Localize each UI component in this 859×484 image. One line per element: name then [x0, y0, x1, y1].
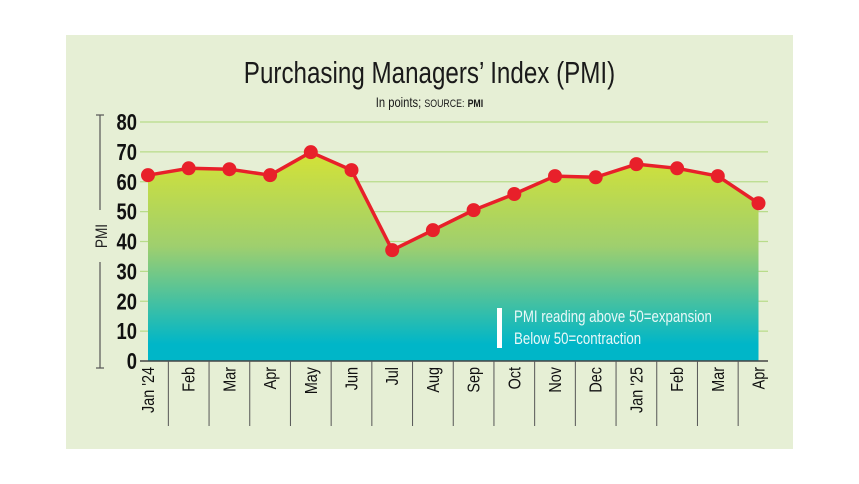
- pmi-area: [148, 152, 759, 361]
- x-tick-label: May: [301, 366, 321, 394]
- x-tick-label: Jun: [342, 367, 362, 390]
- x-tick-label: Oct: [505, 367, 525, 390]
- data-point: [670, 161, 685, 176]
- x-tick-label: Dec: [586, 367, 606, 393]
- chart-title: Purchasing Managers’ Index (PMI): [243, 55, 616, 90]
- x-tick-label: Mar: [220, 366, 240, 391]
- annotation-line-2: Below 50=contraction: [514, 329, 642, 348]
- data-point: [141, 168, 155, 183]
- data-point: [222, 162, 237, 177]
- pmi-line: [147, 150, 760, 252]
- data-point: [710, 169, 725, 184]
- chart-subtitle: In points; SOURCE: PMI: [86, 94, 773, 110]
- x-tick-label: Sep: [464, 367, 484, 393]
- data-point: [548, 169, 562, 184]
- y-tick-label: 20: [117, 289, 137, 314]
- x-tick-label: Feb: [179, 367, 199, 392]
- data-point: [263, 168, 278, 183]
- x-tick-label: Jan '24: [139, 367, 159, 413]
- x-tick-label: Jan '25: [627, 367, 647, 413]
- data-point: [303, 145, 318, 160]
- y-tick-label: 0: [127, 349, 137, 374]
- data-point: [181, 161, 196, 176]
- source-name: PMI: [467, 98, 484, 110]
- y-tick-label: 10: [117, 319, 137, 344]
- y-tick-label: 80: [117, 110, 137, 135]
- data-point: [507, 186, 522, 201]
- data-point: [751, 196, 766, 211]
- data-point: [629, 157, 644, 172]
- x-tick-label: Aug: [423, 367, 443, 393]
- source-label: SOURCE:: [424, 98, 465, 110]
- data-point: [385, 243, 400, 258]
- annotation-bar: [497, 308, 502, 348]
- subtitle-text: In points;: [375, 94, 422, 110]
- x-tick-label: Apr: [261, 366, 281, 389]
- y-tick-label: 40: [117, 230, 137, 255]
- y-tick-label: 50: [117, 200, 137, 225]
- x-tick-label: Jul: [383, 367, 403, 385]
- x-tick-label: Mar: [708, 366, 728, 391]
- data-point: [425, 223, 440, 238]
- data-point: [466, 203, 481, 218]
- data-point: [344, 163, 359, 178]
- x-tick-label: Apr: [749, 366, 769, 389]
- y-tick-label: 70: [117, 140, 137, 165]
- x-tick-label: Nov: [546, 366, 566, 392]
- x-tick-label: Feb: [668, 367, 688, 392]
- y-tick-label: 30: [117, 259, 137, 284]
- annotation: PMI reading above 50=expansion Below 50=…: [514, 306, 712, 350]
- y-tick-label: 60: [117, 170, 137, 195]
- annotation-line-1: PMI reading above 50=expansion: [514, 307, 712, 326]
- data-point: [588, 170, 603, 185]
- y-axis-label: PMI: [93, 224, 112, 248]
